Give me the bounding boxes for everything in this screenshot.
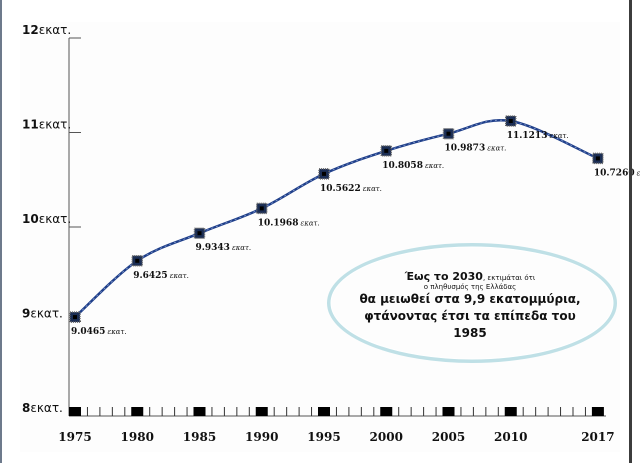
note-line1-bold: Έως το 2030 — [404, 270, 483, 283]
data-label: 9.6425 εκατ. — [133, 271, 189, 281]
y-tick-unit: εκατ. — [39, 118, 72, 132]
y-tick-number: 11 — [22, 118, 39, 132]
data-label-value: 11.1213 — [507, 131, 548, 141]
data-label-unit: εκατ. — [425, 162, 444, 170]
y-tick-number: 8 — [22, 401, 30, 415]
x-major-block — [193, 407, 206, 416]
x-major-block — [69, 407, 81, 416]
data-label: 10.5622 εκατ. — [320, 184, 382, 194]
annotation-note: Έως το 2030, εκτιμάται ότι ο πληθυσμός τ… — [350, 270, 590, 342]
data-label-value: 10.5622 — [320, 184, 361, 194]
annotation-ellipse-inner — [330, 246, 614, 360]
y-axis: 12εκατ.11εκατ.10εκατ.9εκατ.8εκατ. — [22, 23, 81, 416]
data-label-value: 9.0465 — [71, 327, 105, 337]
data-label-value: 10.8058 — [382, 161, 423, 171]
x-tick-label: 2000 — [370, 430, 403, 444]
data-label: 10.1968 εκατ. — [258, 218, 320, 228]
y-tick-unit: εκατ. — [39, 212, 72, 226]
data-label-unit: εκατ. — [637, 169, 640, 177]
data-label-unit: εκατ. — [300, 219, 319, 227]
data-point-center — [446, 131, 451, 136]
y-tick-number: 10 — [22, 212, 39, 226]
plot-panel — [20, 22, 620, 452]
annotation-ellipse — [327, 243, 617, 363]
x-tick-label: 1975 — [58, 430, 91, 444]
data-label-value: 10.9873 — [445, 144, 486, 154]
x-tick-label: 2010 — [494, 430, 527, 444]
x-major-block — [504, 407, 517, 416]
data-label-value: 10.1968 — [258, 218, 299, 228]
x-tick-label: 2005 — [432, 430, 465, 444]
y-tick-label: 9εκατ. — [22, 307, 63, 321]
data-point-center — [508, 119, 513, 124]
x-major-block — [442, 407, 455, 416]
series-line: 9.0465 εκατ.9.6425 εκατ.9.9343 εκατ.10.1968… — [69, 115, 640, 337]
data-label: 11.1213 εκατ. — [507, 131, 569, 141]
y-tick-unit: εκατ. — [39, 23, 72, 37]
y-tick-label: 8εκατ. — [22, 401, 63, 415]
x-tick-label: 2017 — [581, 430, 614, 444]
data-point-center — [197, 231, 202, 236]
x-tick-label: 1980 — [121, 430, 154, 444]
left-border — [0, 0, 2, 463]
x-major-block — [255, 407, 268, 416]
data-label-value: 9.6425 — [133, 271, 167, 281]
note-line2: ο πληθυσμός της Ελλάδας — [423, 283, 517, 291]
data-label-value: 10.7260 — [594, 168, 635, 178]
y-tick-label: 10εκατ. — [22, 212, 71, 226]
y-tick-number: 12 — [22, 23, 39, 37]
data-label: 10.9873 εκατ. — [445, 144, 507, 154]
data-label: 10.7260εκατ. — [594, 168, 640, 178]
x-tick-label: 1990 — [245, 430, 278, 444]
data-label-unit: εκατ. — [487, 145, 506, 153]
data-label-value: 9.9343 — [196, 243, 230, 253]
x-tick-label: 1995 — [307, 430, 340, 444]
y-tick-label: 11εκατ. — [22, 118, 71, 132]
note-line4: φτάνοντας έτσι τα επίπεδα του 1985 — [364, 309, 576, 340]
note-line3: θα μειωθεί στα 9,9 εκατομμύρια, — [359, 292, 581, 306]
data-label-unit: εκατ. — [363, 185, 382, 193]
data-point-center — [73, 315, 77, 320]
right-border — [629, 0, 632, 463]
data-point-center — [259, 206, 264, 211]
data-label-unit: εκατ. — [232, 244, 251, 252]
x-major-block — [131, 407, 144, 416]
data-point-center — [384, 148, 389, 153]
y-tick-unit: εκατ. — [30, 401, 63, 415]
x-tick-label: 1985 — [183, 430, 216, 444]
data-label: 10.8058 εκατ. — [382, 161, 444, 171]
data-label-unit: εκατ. — [107, 328, 126, 336]
y-tick-number: 9 — [22, 307, 30, 321]
data-label: 9.0465 εκατ. — [71, 327, 127, 337]
data-label-unit: εκατ. — [170, 272, 189, 280]
y-tick-label: 12εκατ. — [22, 23, 71, 37]
data-point-center — [135, 258, 140, 263]
data-label: 9.9343 εκατ. — [196, 243, 252, 253]
data-point-center — [595, 156, 600, 161]
note-line1-rest: , εκτιμάται ότι — [482, 274, 536, 282]
data-label-unit: εκατ. — [549, 132, 568, 140]
x-major-block — [318, 407, 330, 416]
x-axis: 1975 1980 1985 1990 1995 2000 2005 2010 2017 — [58, 407, 615, 444]
x-major-block — [380, 407, 393, 416]
data-point-center — [322, 171, 326, 176]
x-major-block — [591, 407, 604, 416]
y-tick-unit: εκατ. — [30, 307, 63, 321]
